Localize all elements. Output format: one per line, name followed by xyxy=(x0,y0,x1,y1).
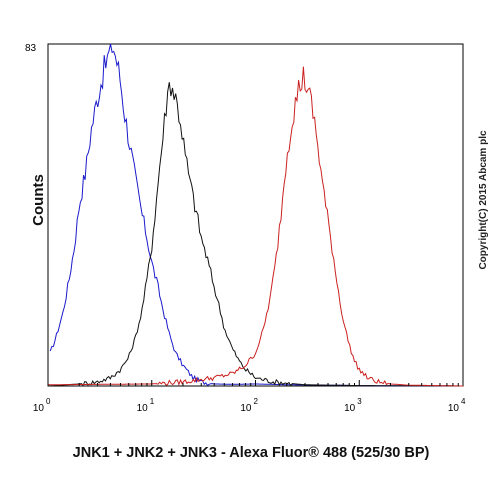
x-tick-label-base: 10 xyxy=(137,403,149,414)
copyright-watermark: Copyright(C) 2015 Abcam plc xyxy=(478,130,489,270)
x-tick-label-exponent: 4 xyxy=(461,397,466,406)
x-tick-label-exponent: 1 xyxy=(150,397,155,406)
histogram-series-line xyxy=(48,66,463,387)
y-axis-label: Counts xyxy=(30,174,47,226)
x-tick-label-base: 10 xyxy=(344,403,356,414)
histogram-series-line xyxy=(47,82,463,387)
x-axis-label: JNK1 + JNK2 + JNK3 - Alexa Fluor® 488 (5… xyxy=(73,445,430,461)
x-tick-label-base: 10 xyxy=(448,403,460,414)
series-layer xyxy=(47,43,463,387)
x-tick-label-base: 10 xyxy=(240,403,252,414)
x-tick-label-exponent: 3 xyxy=(357,397,362,406)
y-tick-max: 83 xyxy=(25,43,37,54)
x-tick-label-exponent: 2 xyxy=(254,397,259,406)
x-tick-label-exponent: 0 xyxy=(46,397,51,406)
x-tick-label-base: 10 xyxy=(33,403,45,414)
